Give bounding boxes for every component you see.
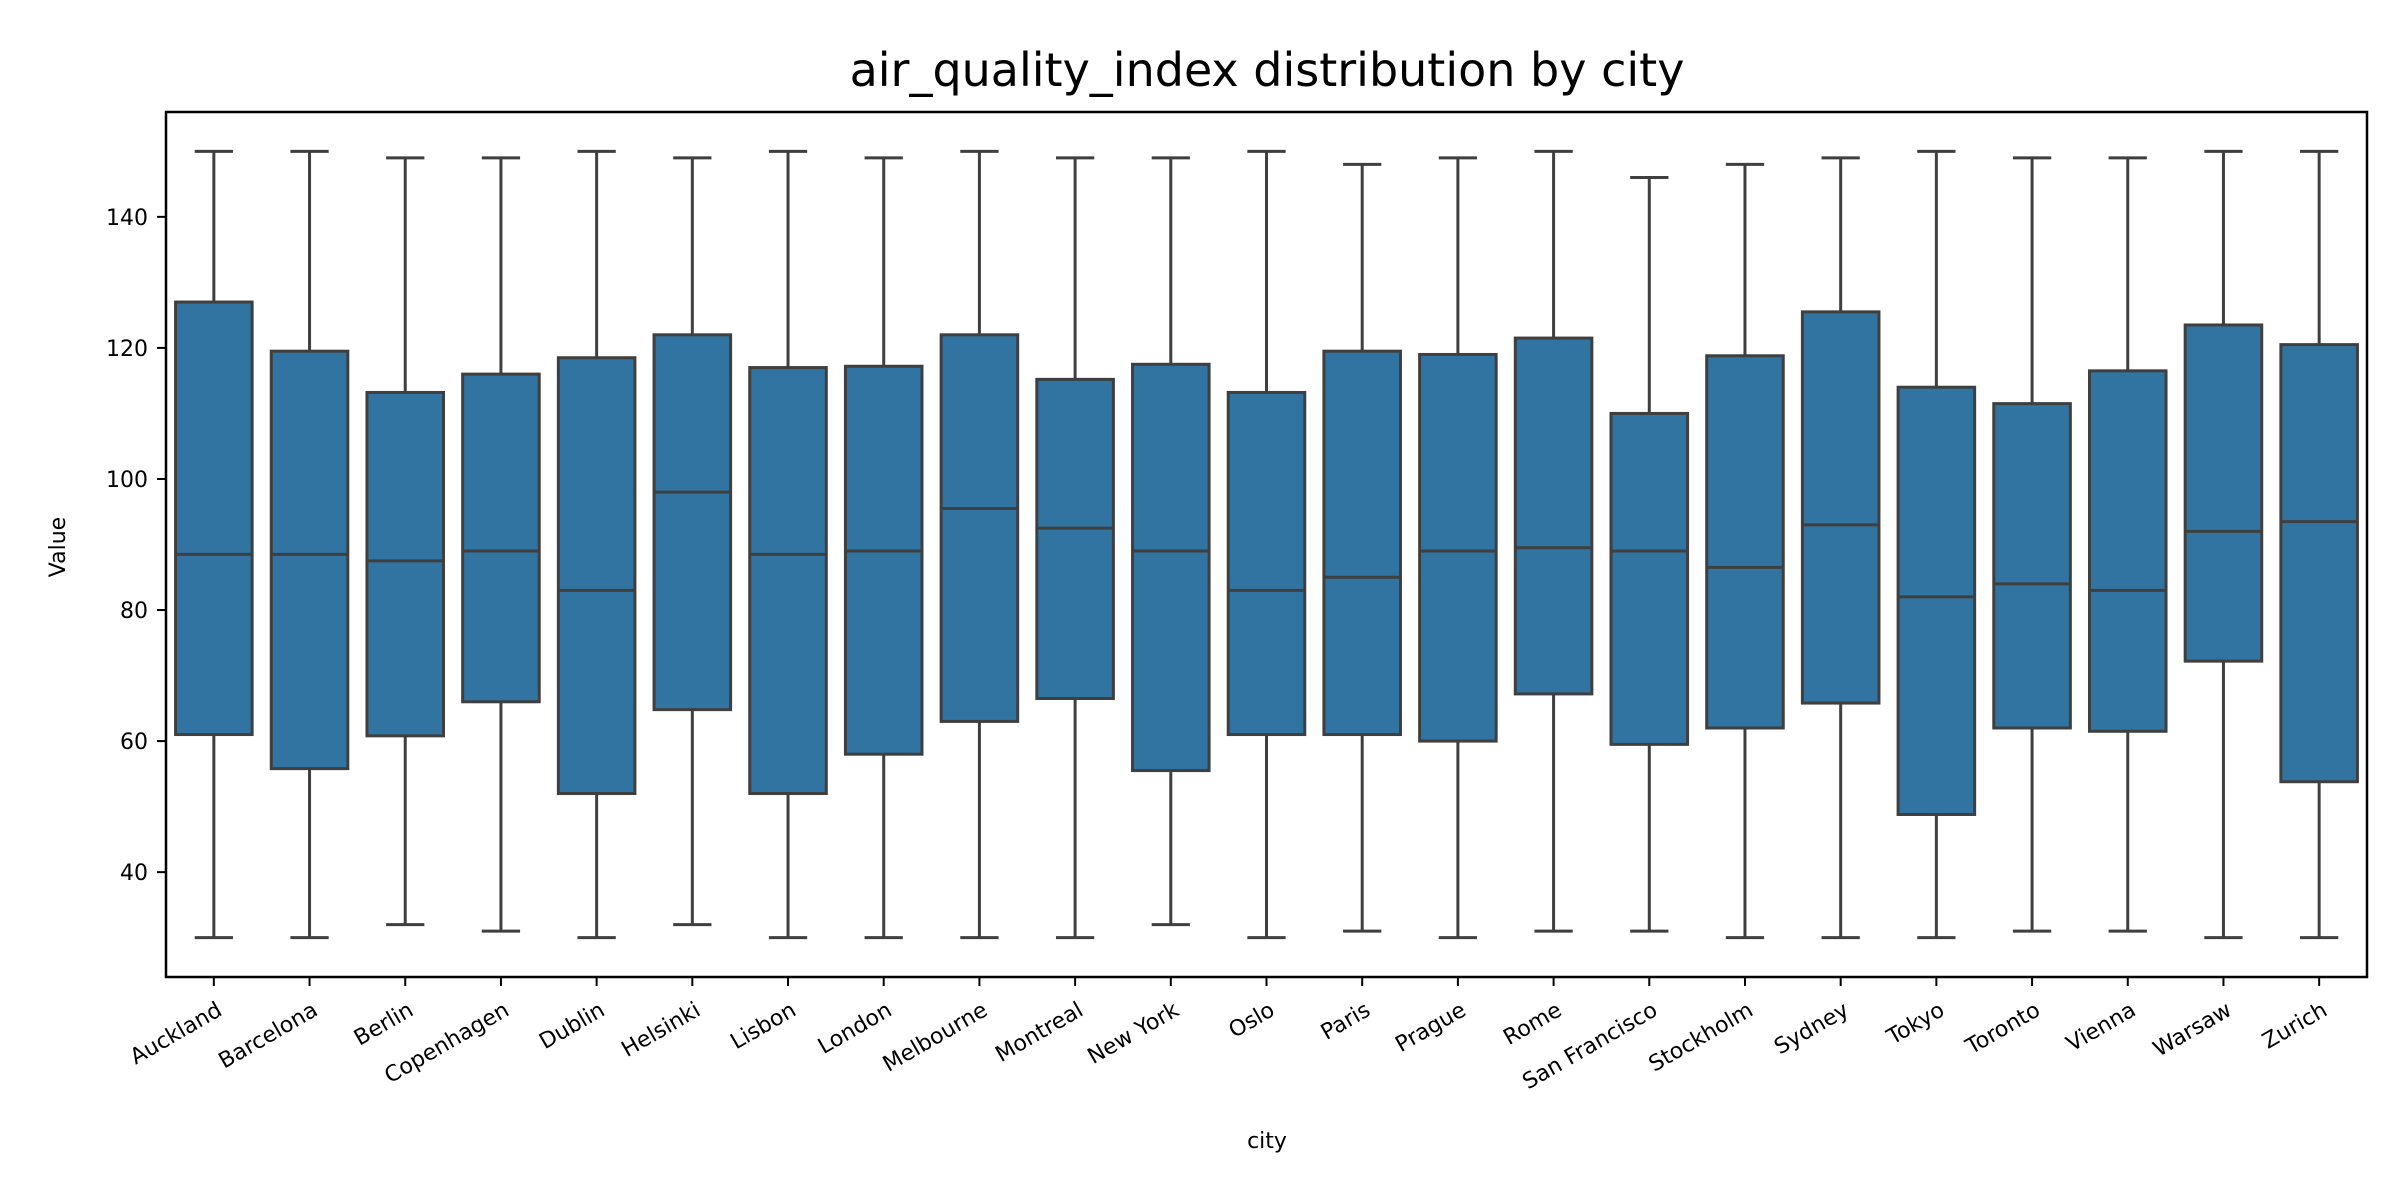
- iqr-box: [2183, 323, 2264, 663]
- y-tick-label: 140: [106, 206, 148, 231]
- iqr-box: [1226, 390, 1307, 737]
- x-tick-label: Toronto: [1961, 998, 2045, 1061]
- box-sydney: [1800, 156, 1881, 940]
- box-toronto: [1992, 156, 2072, 933]
- box-vienna: [2087, 156, 2168, 933]
- iqr-box: [174, 300, 254, 737]
- iqr-box: [1513, 336, 1594, 696]
- y-tick-label: 100: [106, 468, 148, 493]
- box-lisbon: [748, 149, 828, 940]
- box-montreal: [1035, 156, 1115, 940]
- iqr-box: [2087, 369, 2168, 733]
- iqr-box: [1035, 377, 1115, 700]
- box-paris: [1322, 162, 1402, 933]
- y-tick-label: 60: [120, 730, 148, 755]
- iqr-box: [1992, 402, 2072, 730]
- box-san-francisco: [1609, 176, 1690, 933]
- y-tick-label: 120: [106, 337, 148, 362]
- box-rome: [1513, 149, 1594, 933]
- iqr-box: [1896, 385, 1977, 816]
- iqr-box: [748, 366, 828, 796]
- x-tick-label: Montreal: [991, 998, 1087, 1068]
- iqr-box: [365, 390, 446, 738]
- iqr-box: [1131, 362, 1211, 773]
- iqr-box: [269, 349, 350, 771]
- box-zurich: [2279, 149, 2359, 940]
- box-berlin: [365, 156, 446, 927]
- box-stockholm: [1705, 162, 1785, 940]
- iqr-box: [939, 333, 1020, 723]
- x-tick-label: Paris: [1317, 998, 1375, 1046]
- box-oslo: [1226, 149, 1307, 940]
- x-tick-label: Berlin: [350, 998, 418, 1052]
- box-warsaw: [2183, 149, 2264, 940]
- iqr-box: [652, 333, 733, 712]
- box-barcelona: [269, 149, 350, 940]
- x-tick-label: Tokyo: [1882, 998, 1949, 1051]
- boxes-group: [174, 149, 2359, 940]
- x-tick-label: Warsaw: [2149, 998, 2236, 1063]
- x-tick-label: Barcelona: [215, 998, 323, 1075]
- y-tick-label: 80: [120, 599, 148, 624]
- iqr-box: [1418, 352, 1498, 743]
- iqr-box: [1705, 354, 1785, 730]
- x-tick-label: Sydney: [1770, 998, 1853, 1060]
- y-axis-label: Value: [46, 517, 71, 577]
- iqr-box: [1800, 310, 1881, 705]
- box-dublin: [556, 149, 637, 940]
- iqr-box: [2279, 343, 2359, 784]
- y-tick-label: 40: [120, 861, 148, 886]
- iqr-box: [556, 356, 637, 796]
- x-tick-label: Helsinki: [617, 998, 704, 1063]
- x-tick-label: Zurich: [2258, 998, 2331, 1055]
- box-tokyo: [1896, 149, 1977, 940]
- iqr-box: [461, 372, 541, 704]
- plot-frame: [164, 110, 2369, 979]
- iqr-box: [1322, 349, 1402, 737]
- x-axis-label: city: [1247, 1129, 1287, 1154]
- chart-title: air_quality_index distribution by city: [850, 43, 1685, 97]
- x-tick-label: Lisbon: [726, 998, 800, 1055]
- iqr-box: [1609, 411, 1690, 746]
- box-prague: [1418, 156, 1498, 940]
- box-helsinki: [652, 156, 733, 927]
- box-london: [843, 156, 924, 940]
- x-tick-label: New York: [1084, 998, 1184, 1070]
- box-melbourne: [939, 149, 1020, 940]
- x-tick-label: Vienna: [2062, 998, 2140, 1057]
- x-tick-label: Dublin: [535, 998, 609, 1055]
- x-tick-label: Auckland: [126, 998, 226, 1070]
- x-tick-label: Rome: [1499, 998, 1566, 1051]
- box-auckland: [174, 149, 254, 940]
- x-tick-label: Prague: [1391, 998, 1470, 1058]
- box-new-york: [1131, 156, 1211, 927]
- x-tick-label: Stockholm: [1645, 998, 1758, 1078]
- box-copenhagen: [461, 156, 541, 933]
- y-axis: 40 60 80 100 120 140: [106, 206, 166, 886]
- x-tick-label: Oslo: [1225, 998, 1279, 1044]
- x-tick-label: Melbourne: [879, 998, 992, 1078]
- x-tick-label: London: [814, 998, 896, 1060]
- iqr-box: [843, 364, 924, 756]
